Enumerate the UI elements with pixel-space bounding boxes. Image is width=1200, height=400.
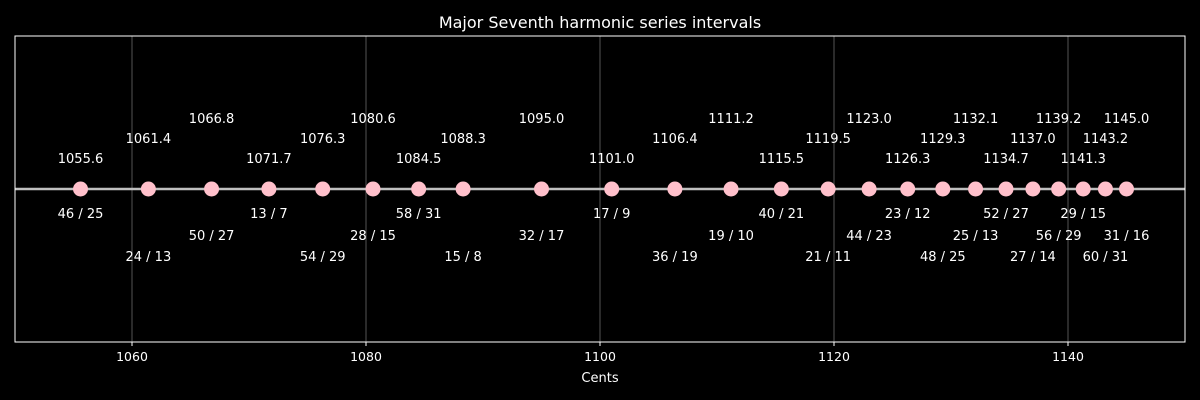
ratio-label: 28 / 15 [350,229,396,244]
x-axis-label: Cents [581,371,618,386]
data-point [534,181,549,197]
cents-label: 1134.7 [983,152,1029,167]
cents-label: 1055.6 [58,152,104,167]
cents-label: 1119.5 [805,132,851,147]
ratio-label: 29 / 15 [1060,207,1106,222]
chart-title: Major Seventh harmonic series intervals [439,13,761,32]
cents-label: 1143.2 [1083,132,1129,147]
cents-label: 1126.3 [885,152,931,167]
data-point [411,181,427,197]
cents-label: 1137.0 [1010,132,1056,147]
data-point [1051,181,1067,197]
ratio-label: 44 / 23 [846,229,892,244]
ratio-label: 21 / 11 [805,250,851,265]
cents-label: 1111.2 [708,112,754,127]
cents-label: 1061.4 [126,132,172,147]
data-point [1097,181,1113,197]
cents-label: 1123.0 [846,112,892,127]
data-point [140,181,156,197]
cents-label: 1145.0 [1104,112,1150,127]
data-point [1075,181,1091,197]
ratio-label: 50 / 27 [189,229,235,244]
cents-label: 1106.4 [652,132,698,147]
cents-label: 1129.3 [920,132,966,147]
data-point [935,181,951,197]
ratio-label: 58 / 31 [396,207,442,222]
data-point [261,181,277,197]
data-point [773,181,789,197]
data-point [820,181,836,197]
data-point [900,181,916,197]
x-tick-label: 1100 [584,349,616,364]
ratio-label: 23 / 12 [885,207,931,222]
data-point [315,181,331,197]
ratio-label: 48 / 25 [920,250,966,265]
cents-label: 1101.0 [589,152,635,167]
cents-label: 1141.3 [1060,152,1106,167]
data-point [723,181,739,197]
x-tick-label: 1120 [818,349,850,364]
data-point [204,181,220,197]
ratio-label: 32 / 17 [519,229,565,244]
cents-label: 1095.0 [519,112,565,127]
cents-label: 1066.8 [189,112,235,127]
data-point [365,181,381,197]
ratio-label: 60 / 31 [1083,250,1129,265]
cents-label: 1115.5 [759,152,805,167]
ratio-label: 19 / 10 [708,229,754,244]
x-tick-label: 1140 [1052,349,1084,364]
ratio-label: 31 / 16 [1104,229,1150,244]
ratio-label: 27 / 14 [1010,250,1056,265]
ratio-label: 15 / 8 [444,250,481,265]
ratio-label: 46 / 25 [58,207,104,222]
cents-label: 1088.3 [440,132,486,147]
ratio-label: 54 / 29 [300,250,346,265]
data-point [998,181,1014,197]
ratio-label: 13 / 7 [250,207,287,222]
x-tick-label: 1080 [350,349,382,364]
data-point [861,181,877,197]
cents-label: 1071.7 [246,152,292,167]
data-point [968,181,984,197]
ratio-label: 36 / 19 [652,250,698,265]
cents-label: 1076.3 [300,132,346,147]
data-point [667,181,683,197]
data-point [604,181,620,197]
ratio-label: 17 / 9 [593,207,630,222]
data-point [1119,181,1134,197]
ratio-label: 52 / 27 [983,207,1029,222]
data-labels: 1055.6 46 / 25 1061.4 24 / 13 1066.8 50 / 27 1… [58,112,1150,265]
ratio-label: 24 / 13 [126,250,172,265]
cents-label: 1080.6 [350,112,396,127]
data-point [1025,181,1041,197]
x-axis-ticks: 1060 1080 1100 1120 1140 [116,342,1084,364]
data-point [455,181,471,197]
cents-label: 1132.1 [953,112,999,127]
ratio-label: 40 / 21 [758,207,804,222]
cents-label: 1084.5 [396,152,442,167]
x-tick-label: 1060 [116,349,148,364]
cents-label: 1139.2 [1036,112,1082,127]
ratio-label: 25 / 13 [953,229,999,244]
ratio-label: 56 / 29 [1036,229,1082,244]
data-point [73,181,89,197]
data-points [73,181,1134,197]
